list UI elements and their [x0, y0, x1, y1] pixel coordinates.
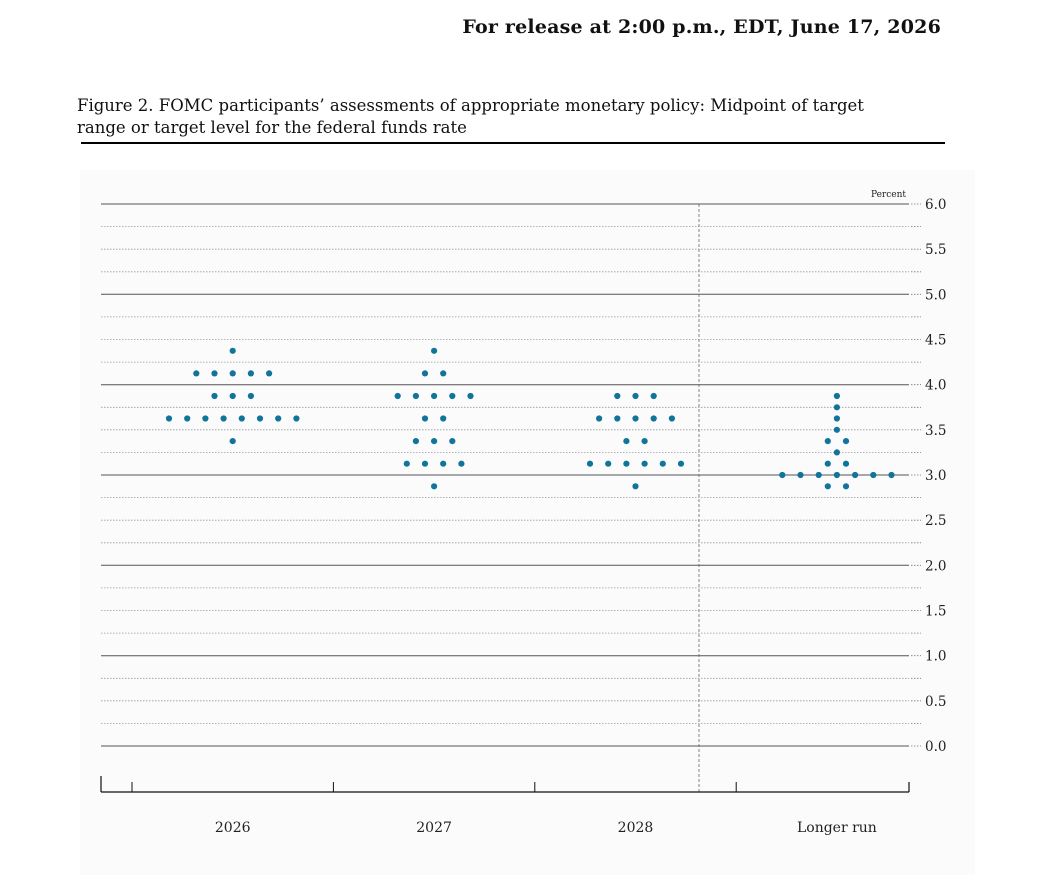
dot: [614, 415, 621, 422]
dot: [870, 471, 877, 479]
y-tick-label: 0.5: [925, 694, 946, 710]
dot: [293, 415, 300, 422]
dot: [815, 471, 822, 479]
title-rule: [81, 142, 945, 144]
y-tick-label: 5.5: [925, 242, 946, 258]
dot: [623, 460, 630, 467]
dot: [184, 415, 191, 422]
y-tick-label: 2.5: [925, 513, 946, 529]
y-tick-label: 1.5: [925, 604, 946, 620]
dot: [842, 483, 850, 490]
dot: [833, 471, 841, 479]
dot: [256, 415, 264, 422]
dot: [202, 415, 209, 422]
y-tick-label: 4.0: [925, 378, 946, 394]
grid-lines: [101, 203, 921, 747]
dot: [193, 370, 200, 377]
y-tick-label: 0.0: [925, 739, 946, 755]
dot: [596, 415, 603, 422]
dot: [641, 438, 648, 445]
dot: [467, 392, 474, 400]
dot: [431, 483, 438, 490]
dot: [440, 460, 447, 467]
dot: [431, 438, 438, 445]
dot: [165, 415, 173, 422]
dot: [797, 471, 804, 479]
unit-label: Percent: [871, 190, 906, 200]
dot: [605, 460, 612, 467]
dot: [431, 347, 438, 354]
dot: [632, 392, 639, 400]
y-tick-label: 4.5: [925, 333, 946, 349]
dot: [824, 460, 831, 467]
dot: [412, 392, 419, 400]
dot-plot-chart: 0.0 0.5 1.0 1.5 2.0 2.5 3.0 3.5 4.0 4.5 5.0 5.5 6.0 2…: [100, 190, 946, 836]
dot: [421, 460, 429, 467]
dot: [229, 370, 236, 377]
dot: [275, 415, 282, 422]
dot: [247, 370, 254, 377]
y-tick-label: 6.0: [925, 197, 946, 213]
dot: [266, 370, 273, 377]
dot: [677, 460, 685, 467]
category-label: Longer run: [797, 820, 877, 836]
dot: [824, 483, 831, 490]
dot: [440, 370, 447, 377]
y-tick-label: 2.0: [925, 558, 946, 574]
dot: [229, 347, 236, 354]
category-label: 2027: [416, 820, 452, 836]
dot: [412, 438, 419, 445]
dot: [431, 392, 438, 400]
dot: [229, 438, 236, 445]
dot: [440, 415, 447, 422]
dot: [449, 438, 456, 445]
dot: [586, 460, 594, 467]
dot: [833, 404, 841, 411]
dot: [421, 415, 429, 422]
dot: [888, 471, 895, 479]
dot: [632, 415, 639, 422]
dot: [247, 392, 254, 400]
dot: [650, 415, 657, 422]
y-tick-label: 3.5: [925, 423, 946, 439]
dot: [614, 392, 621, 400]
dot: [650, 392, 657, 400]
dot: [238, 415, 245, 422]
release-notice: For release at 2:00 p.m., EDT, June 17, …: [462, 16, 941, 38]
dot: [449, 392, 456, 400]
y-tick-label: 5.0: [925, 287, 946, 303]
dot: [458, 460, 465, 467]
category-label: 2028: [618, 820, 654, 836]
dot: [833, 392, 841, 400]
chart-panel: 0.0 0.5 1.0 1.5 2.0 2.5 3.0 3.5 4.0 4.5 5.0 5.5 6.0 2…: [80, 170, 975, 875]
dot: [632, 483, 639, 490]
category-label: 2026: [215, 820, 251, 836]
dot: [211, 370, 218, 377]
axes: 0.0 0.5 1.0 1.5 2.0 2.5 3.0 3.5 4.0 4.5 5.0 5.5 6.0 2…: [100, 197, 946, 836]
dot: [394, 392, 401, 400]
dot: [211, 392, 218, 400]
dot: [659, 460, 666, 467]
dot: [623, 438, 630, 445]
dot-series: [165, 347, 895, 490]
dot: [641, 460, 648, 467]
dot: [779, 471, 786, 479]
dot: [842, 460, 850, 467]
dot: [668, 415, 676, 422]
y-tick-label: 3.0: [925, 468, 946, 484]
y-tick-label: 1.0: [925, 649, 946, 665]
dot: [833, 426, 841, 433]
figure-title: Figure 2. FOMC participants’ assessments…: [77, 96, 864, 137]
dot: [220, 415, 227, 422]
dot: [824, 438, 831, 445]
dot: [852, 471, 859, 479]
dot: [842, 438, 850, 445]
dot: [229, 392, 236, 400]
dot: [833, 449, 841, 456]
dot: [421, 370, 429, 377]
dot: [403, 460, 410, 467]
dot: [833, 415, 841, 422]
